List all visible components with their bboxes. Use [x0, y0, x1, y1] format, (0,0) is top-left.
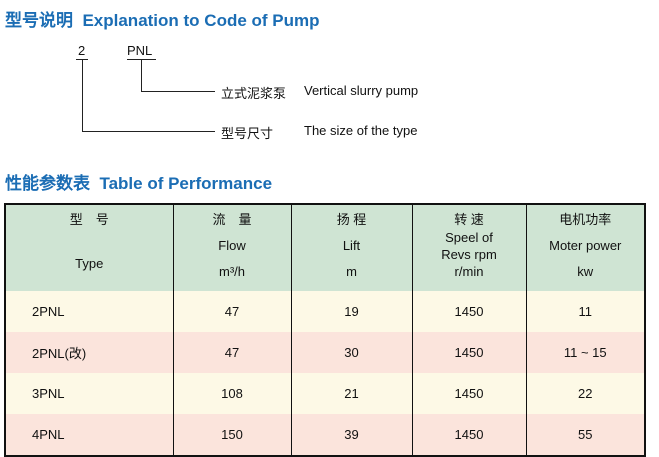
perf-title-cn: 性能参数表 — [5, 174, 90, 193]
performance-table: 型 号 Type 流 量 Flow m³/h 扬 程 Lift m 转 速 Speel o… — [4, 203, 646, 457]
table-cell: 22 — [525, 373, 645, 414]
table-cell: Moter power — [549, 238, 622, 253]
legend-size-cn: 型号尺寸 — [221, 126, 274, 141]
table-cell: 流 量 — [212, 212, 252, 227]
table-cell: 3PNL — [5, 373, 173, 414]
table-cell: 4PNL — [5, 414, 173, 456]
table-cell: 1450 — [411, 291, 526, 332]
header-lift: 扬 程 Lift m — [290, 204, 412, 291]
table-cell: 扬 程 — [336, 212, 367, 227]
table-cell: 电机功率 — [559, 212, 612, 227]
header-power: 电机功率 Moter power kw — [525, 204, 645, 291]
table-cell: 55 — [525, 414, 645, 456]
code-part-size: 2 — [78, 43, 86, 58]
table-cell: 11 ~ 15 — [525, 332, 645, 373]
table-cell: 1450 — [411, 414, 526, 456]
connector-type — [141, 60, 142, 92]
table-cell: r/min — [454, 264, 484, 279]
table-cell: 150 — [172, 414, 291, 456]
table-cell: m — [346, 264, 357, 279]
perf-title-en: Table of Performance — [99, 174, 273, 193]
table-cell: 11 — [525, 291, 645, 332]
table-cell: 2PNL — [5, 291, 173, 332]
table-row: 4PNL 150 39 1450 55 — [5, 414, 645, 456]
table-row: 2PNL 47 19 1450 11 — [5, 291, 645, 332]
perf-title: 性能参数表 Table of Performance — [5, 169, 272, 194]
table-cell: m³/h — [219, 264, 245, 279]
table-cell: 转 速 — [454, 212, 484, 227]
legend-type-en: Vertical slurry pump — [304, 83, 419, 98]
table-cell: Speel of Revs rpm — [441, 230, 497, 262]
table-cell: 47 — [172, 332, 291, 373]
code-title-en: Explanation to Code of Pump — [82, 11, 320, 30]
table-row: 3PNL 108 21 1450 22 — [5, 373, 645, 414]
code-part-type: PNL — [127, 43, 153, 58]
table-cell: Flow — [218, 238, 246, 253]
table-cell: kw — [577, 264, 594, 279]
connector-type-h — [141, 91, 215, 92]
table-row: 2PNL(改) 47 30 1450 11 ~ 15 — [5, 332, 645, 373]
header-flow: 流 量 Flow m³/h — [172, 204, 291, 291]
table-cell: 2PNL(改) — [5, 332, 173, 373]
table-cell: 1450 — [411, 332, 526, 373]
header-type: 型 号 Type — [5, 204, 173, 291]
code-title-cn: 型号说明 — [5, 11, 73, 30]
code-title: 型号说明 Explanation to Code of Pump — [5, 6, 320, 31]
header-row: 型 号 Type 流 量 Flow m³/h 扬 程 Lift m 转 速 Speel o… — [5, 204, 645, 291]
underline-size — [76, 59, 88, 60]
table-cell: 型 号 — [69, 212, 109, 227]
legend-size-en: The size of the type — [304, 123, 418, 138]
table-cell: 108 — [172, 373, 291, 414]
table-cell: Lift — [342, 238, 361, 253]
legend-type-cn: 立式泥浆泵 — [221, 86, 287, 101]
table-cell: 47 — [172, 291, 291, 332]
table-cell: 1450 — [411, 373, 526, 414]
connector-size — [82, 60, 83, 131]
header-speed: 转 速 Speel of Revs rpm r/min — [411, 204, 526, 291]
table-cell: 21 — [290, 373, 412, 414]
underline-type — [127, 59, 156, 60]
table-cell: 19 — [290, 291, 412, 332]
connector-size-h — [82, 131, 215, 132]
table-cell: 39 — [290, 414, 412, 456]
table-cell: 30 — [290, 332, 412, 373]
table-cell: Type — [75, 256, 104, 271]
